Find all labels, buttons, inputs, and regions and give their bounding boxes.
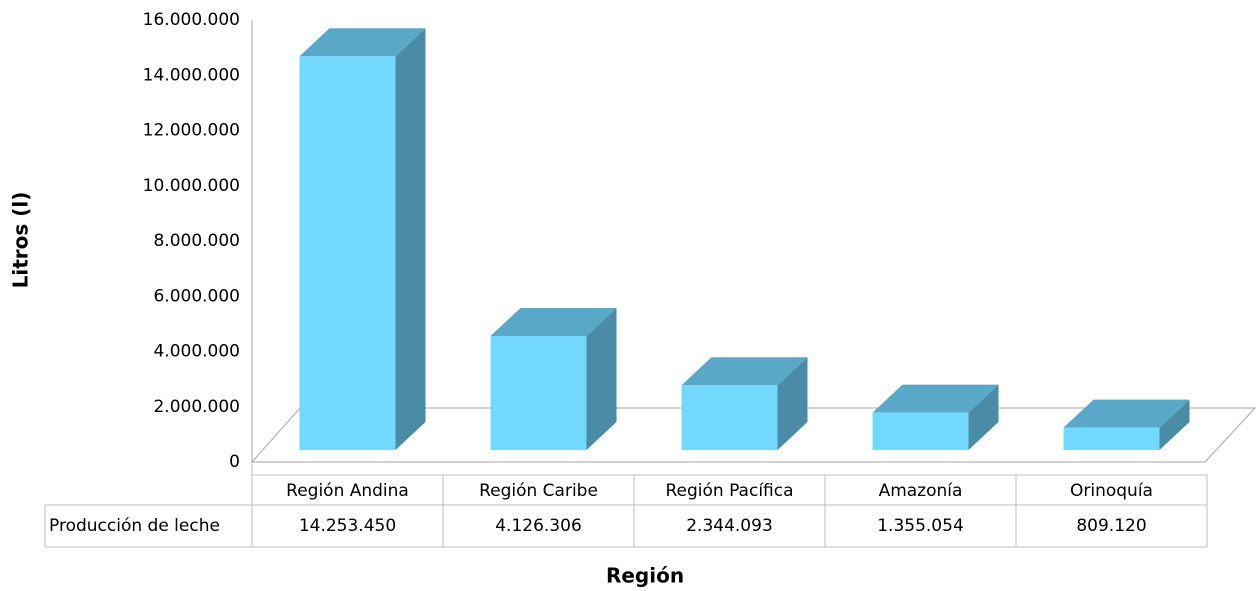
bar bbox=[681, 385, 778, 450]
x-axis-label: Región bbox=[606, 564, 684, 588]
y-tick-label: 8.000.000 bbox=[153, 231, 240, 251]
bar-top bbox=[681, 357, 808, 386]
bar-side bbox=[1159, 399, 1190, 450]
y-tick-label: 2.000.000 bbox=[153, 397, 240, 417]
bar bbox=[872, 412, 969, 450]
data-label: 809.120 bbox=[1076, 516, 1146, 536]
bar-side bbox=[586, 308, 617, 450]
x-tick-label: Región Caribe bbox=[479, 481, 598, 501]
data-label: 4.126.306 bbox=[495, 516, 582, 536]
x-tick-label: Amazonía bbox=[879, 481, 963, 501]
y-tick-label: 16.000.000 bbox=[143, 10, 240, 30]
bar-side bbox=[777, 357, 808, 450]
data-label: 2.344.093 bbox=[686, 516, 773, 536]
floor bbox=[250, 407, 1257, 463]
data-label: 1.355.054 bbox=[877, 516, 964, 536]
x-tick-label: Orinoquía bbox=[1070, 481, 1153, 501]
y-tick-label: 0 bbox=[229, 452, 240, 472]
bar bbox=[490, 336, 587, 450]
bar-top bbox=[1063, 399, 1190, 428]
bar-side bbox=[395, 28, 426, 450]
bar-top bbox=[490, 308, 617, 337]
legend-label: Producción de leche bbox=[49, 516, 220, 536]
bar bbox=[1063, 427, 1160, 450]
bar-top bbox=[299, 28, 426, 57]
y-tick-label: 12.000.000 bbox=[143, 121, 240, 141]
bar-top bbox=[872, 384, 999, 413]
bar-side bbox=[968, 384, 999, 450]
x-tick-label: Región Pacífica bbox=[665, 481, 793, 501]
y-tick-label: 6.000.000 bbox=[153, 286, 240, 306]
bar bbox=[299, 56, 396, 450]
x-tick-label: Región Andina bbox=[286, 481, 409, 501]
y-tick-label: 14.000.000 bbox=[143, 65, 240, 85]
y-tick-label: 4.000.000 bbox=[153, 342, 240, 362]
y-axis-label: Litros (l) bbox=[9, 192, 33, 289]
data-label: 14.253.450 bbox=[299, 516, 396, 536]
y-tick-label: 10.000.000 bbox=[143, 176, 240, 196]
